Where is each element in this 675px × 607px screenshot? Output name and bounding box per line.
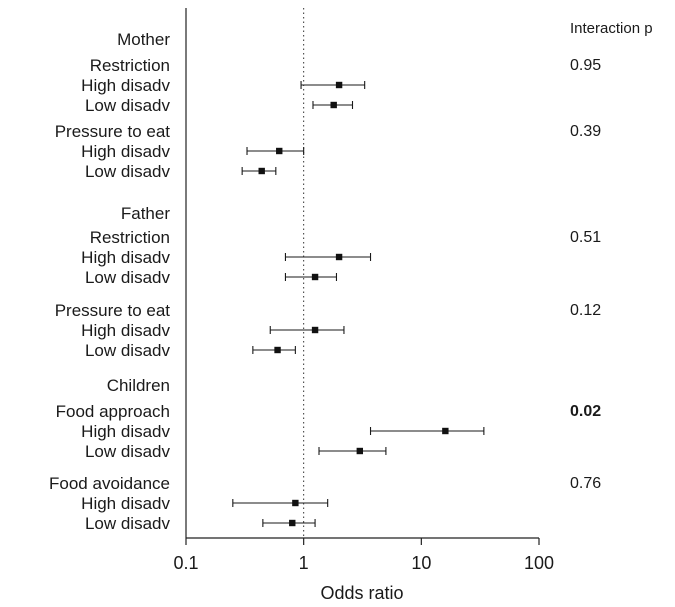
row-label: Low disadv	[85, 341, 171, 360]
point-estimate	[258, 167, 265, 175]
row-label: High disadv	[81, 248, 170, 267]
x-tick-label: 1	[299, 553, 309, 573]
point-estimate	[356, 447, 364, 455]
point-estimate	[292, 499, 299, 507]
point-estimate	[276, 147, 283, 155]
interaction-p-value: 0.02	[570, 403, 601, 420]
subgroup-label: Food avoidance	[49, 474, 170, 493]
axis-layer: Odds ratio Interaction p	[185, 8, 653, 603]
point-estimate	[311, 273, 319, 281]
row-label: High disadv	[81, 321, 170, 340]
point-estimate	[330, 101, 337, 109]
point-estimate	[274, 346, 281, 354]
subgroup-label: Restriction	[90, 228, 170, 247]
point-estimate	[442, 427, 449, 435]
row-label: Low disadv	[85, 96, 171, 115]
subgroup-label: Pressure to eat	[55, 122, 171, 141]
x-axis-title: Odds ratio	[320, 583, 403, 603]
interaction-p-value: 0.76	[570, 475, 601, 492]
row-label: Low disadv	[85, 442, 171, 461]
interaction-p-value: 0.95	[570, 57, 601, 74]
point-estimate	[335, 253, 343, 261]
interaction-p-value: 0.51	[570, 229, 601, 246]
x-tick-label: 10	[411, 553, 431, 573]
x-tick-label: 0.1	[173, 553, 198, 573]
point-estimate	[289, 519, 296, 527]
interaction-p-value: 0.39	[570, 123, 601, 140]
row-label: Low disadv	[85, 162, 171, 181]
row-label: High disadv	[81, 422, 170, 441]
row-label: Low disadv	[85, 514, 171, 533]
row-label: High disadv	[81, 76, 170, 95]
group-label: Children	[107, 376, 170, 395]
x-tick-label: 100	[524, 553, 554, 573]
point-estimate	[311, 326, 319, 334]
interaction-p-header: Interaction p	[570, 20, 653, 37]
subgroup-label: Restriction	[90, 56, 170, 75]
row-label: High disadv	[81, 142, 170, 161]
group-label: Mother	[117, 30, 170, 49]
row-label: Low disadv	[85, 268, 171, 287]
subgroup-label: Food approach	[56, 402, 170, 421]
row-label: High disadv	[81, 494, 170, 513]
interaction-p-value: 0.12	[570, 302, 601, 319]
ticks-layer: 0.1 1 10 100	[173, 538, 554, 573]
point-estimate	[335, 81, 343, 89]
subgroup-label: Pressure to eat	[55, 301, 171, 320]
group-label: Father	[121, 204, 170, 223]
